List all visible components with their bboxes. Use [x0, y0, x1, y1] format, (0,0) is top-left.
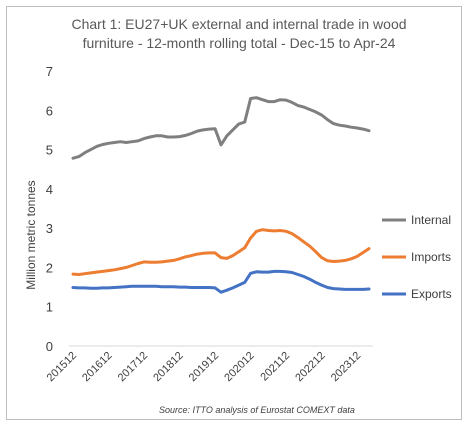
- series-line-internal: [71, 96, 371, 160]
- x-tick-label: 202112: [258, 350, 292, 384]
- series-line-imports: [71, 228, 371, 276]
- legend: Internal Imports Exports: [382, 213, 452, 301]
- y-tick-label: 1: [46, 300, 53, 315]
- x-tick-label: 201612: [80, 350, 114, 384]
- series-lines: [71, 96, 371, 294]
- y-tick-label: 7: [46, 64, 53, 79]
- chart-frame: Chart 1: EU27+UK external and internal t…: [6, 6, 462, 420]
- y-axis-label: Million metric tonnes: [24, 180, 38, 289]
- y-tick-label: 4: [46, 182, 53, 197]
- y-tick-label: 6: [46, 103, 53, 118]
- chart-title: Chart 1: EU27+UK external and internal t…: [71, 16, 406, 51]
- legend-label-imports: Imports: [411, 250, 451, 264]
- y-tick-label: 2: [46, 260, 53, 275]
- y-axis-ticks: 0 1 2 3 4 5 6 7: [46, 64, 53, 354]
- x-tick-label: 201912: [187, 350, 221, 384]
- x-tick-label: 202312: [329, 350, 363, 384]
- y-tick-label: 3: [46, 221, 53, 236]
- y-tick-label: 5: [46, 143, 53, 158]
- y-tick-label: 0: [46, 339, 53, 354]
- chart-svg: Chart 1: EU27+UK external and internal t…: [24, 16, 452, 415]
- x-tick-label: 201512: [45, 350, 79, 384]
- legend-label-exports: Exports: [411, 287, 452, 301]
- chart-title-line-2: furniture - 12-month rolling total - Dec…: [83, 35, 396, 51]
- x-tick-label: 201812: [151, 350, 185, 384]
- series-line-exports: [71, 269, 371, 294]
- legend-label-internal: Internal: [411, 213, 451, 227]
- x-axis: 201512 201612 201712 201812 201912 202012 2021…: [45, 345, 373, 384]
- x-tick-label: 202212: [293, 350, 327, 384]
- chart-title-line-1: Chart 1: EU27+UK external and internal t…: [71, 16, 406, 32]
- x-tick-label: 201712: [116, 350, 150, 384]
- x-tick-label: 202012: [222, 350, 256, 384]
- source-note: Source: ITTO analysis of Eurostat COMEXT…: [159, 405, 355, 415]
